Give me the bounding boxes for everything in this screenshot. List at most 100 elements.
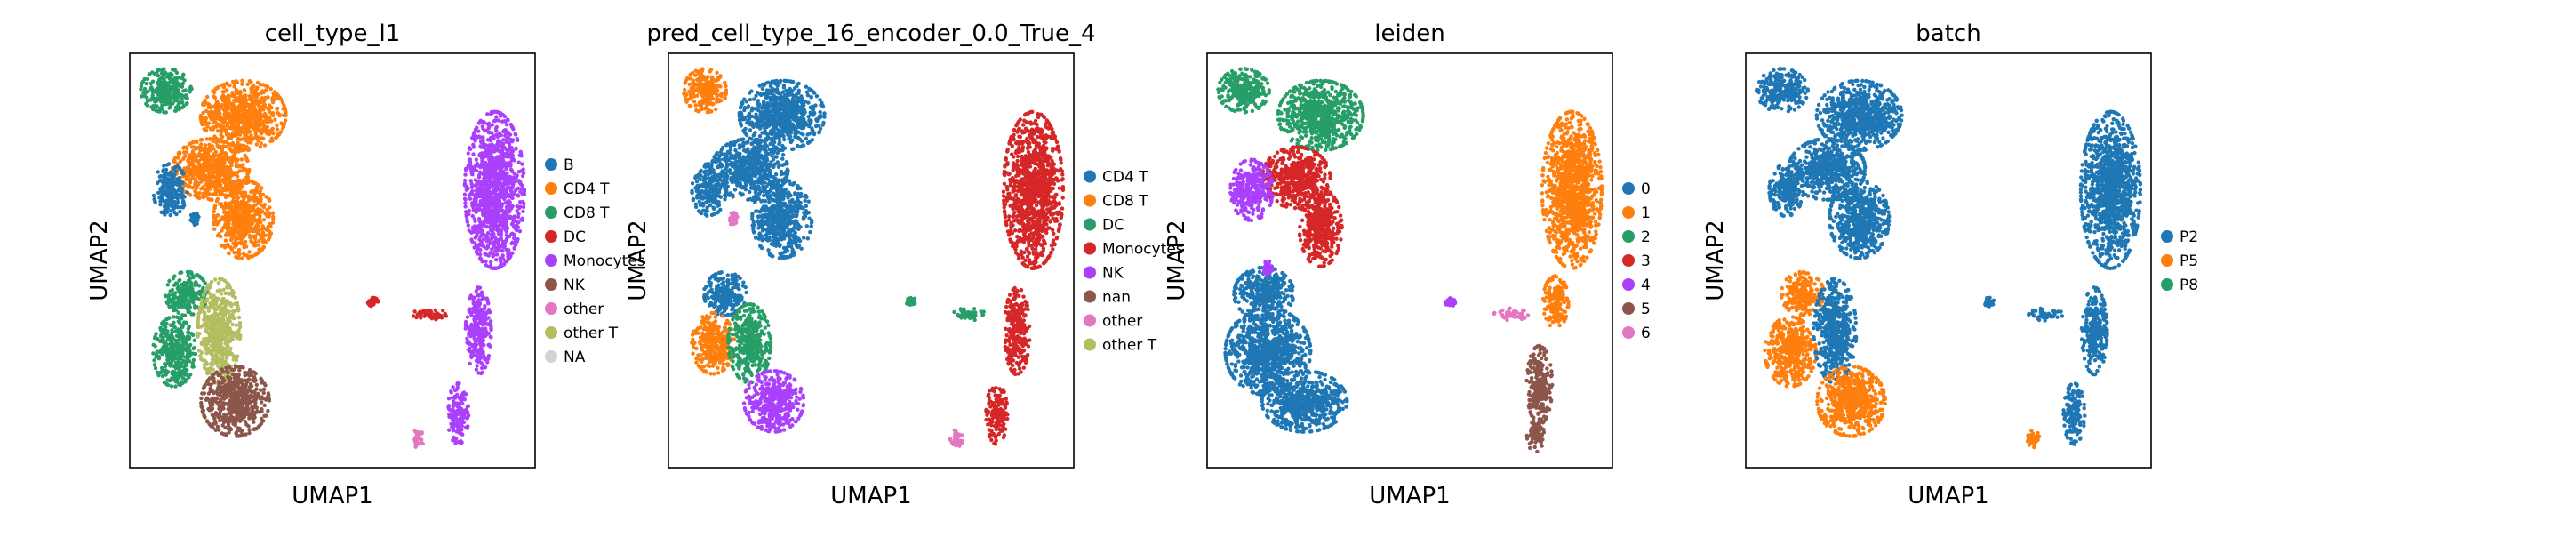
scatter-point xyxy=(204,360,209,365)
scatter-point xyxy=(164,90,168,94)
scatter-point xyxy=(168,99,172,104)
scatter-point xyxy=(173,384,178,389)
scatter-point xyxy=(220,94,225,99)
scatter-point xyxy=(234,223,238,228)
scatter-point xyxy=(239,191,244,196)
scatter-point xyxy=(252,217,256,222)
scatter-point xyxy=(244,380,250,384)
scatter-point xyxy=(492,232,496,236)
scatter-point xyxy=(219,292,224,296)
scatter-point xyxy=(253,132,258,136)
scatter-point xyxy=(139,84,144,89)
scatter-point xyxy=(500,249,505,253)
cluster-CD4 T xyxy=(198,78,288,153)
scatter-point xyxy=(222,305,227,309)
scatter-point xyxy=(248,393,253,397)
scatter-point xyxy=(163,204,167,208)
scatter-point xyxy=(206,338,211,342)
scatter-point xyxy=(256,243,261,247)
scatter-point xyxy=(241,168,245,172)
scatter-point xyxy=(232,98,236,103)
scatter-point xyxy=(169,384,174,389)
scatter-point xyxy=(227,193,231,197)
scatter-point xyxy=(187,184,192,188)
scatter-point xyxy=(509,241,514,246)
scatter-point xyxy=(180,96,184,101)
scatter-point xyxy=(176,327,180,332)
scatter-point xyxy=(218,319,222,325)
scatter-point xyxy=(178,209,182,214)
scatter-point xyxy=(199,119,204,124)
scatter-point xyxy=(252,427,257,432)
scatter-point xyxy=(173,156,178,160)
scatter-point xyxy=(220,102,224,108)
scatter-point xyxy=(227,387,231,391)
scatter-point xyxy=(223,238,228,243)
scatter-point xyxy=(215,101,220,106)
scatter-point xyxy=(180,171,184,175)
scatter-point xyxy=(222,106,228,111)
scatter-point xyxy=(164,176,170,180)
scatter-point xyxy=(183,88,188,92)
scatter-point xyxy=(254,185,260,189)
scatter-point xyxy=(203,289,207,294)
scatter-point xyxy=(487,184,492,188)
scatter-point xyxy=(240,111,244,116)
scatter-point xyxy=(277,113,282,118)
scatter-point xyxy=(223,120,228,124)
scatter-point xyxy=(154,88,158,92)
scatter-point xyxy=(240,130,245,134)
scatter-point xyxy=(220,165,225,170)
scatter-point xyxy=(171,377,175,381)
scatter-point xyxy=(212,94,216,99)
scatter-point xyxy=(140,94,144,99)
scatter-point xyxy=(516,193,520,197)
scatter-point xyxy=(190,159,195,164)
scatter-point xyxy=(222,144,227,148)
scatter-point xyxy=(245,172,250,177)
scatter-point xyxy=(210,360,214,365)
scatter-point xyxy=(261,218,267,222)
scatter-point xyxy=(162,208,167,212)
scatter-point xyxy=(233,227,237,231)
scatter-point xyxy=(204,137,209,141)
scatter-point xyxy=(158,178,164,183)
scatter-point xyxy=(261,387,267,392)
scatter-point xyxy=(258,188,262,194)
scatter-point xyxy=(178,354,182,359)
scatter-point xyxy=(144,101,148,107)
scatter-point xyxy=(236,178,241,183)
scatter-point xyxy=(201,110,205,116)
scatter-point xyxy=(233,150,237,156)
scatter-point xyxy=(152,363,157,367)
scatter-point xyxy=(219,132,223,138)
scatter-point xyxy=(254,135,259,140)
scatter-point xyxy=(188,86,192,91)
scatter-point xyxy=(259,220,263,225)
scatter-point xyxy=(229,396,234,400)
scatter-point xyxy=(236,107,240,111)
scatter-point xyxy=(255,207,260,212)
scatter-point xyxy=(224,233,228,237)
scatter-point xyxy=(272,90,277,94)
scatter-point xyxy=(256,139,260,143)
scatter-point xyxy=(153,366,158,371)
scatter-point xyxy=(496,118,500,123)
scatter-point xyxy=(240,78,244,84)
scatter-point xyxy=(209,315,213,319)
scatter-point xyxy=(284,113,288,118)
scatter-point xyxy=(216,129,220,133)
scatter-point xyxy=(223,151,228,156)
scatter-point xyxy=(175,95,180,100)
scatter-point xyxy=(173,169,178,173)
scatter-point xyxy=(205,124,210,129)
scatter-point xyxy=(281,107,285,111)
scatter-point xyxy=(232,172,237,177)
scatter-point xyxy=(254,387,259,391)
scatter-point xyxy=(257,238,261,244)
scatter-point xyxy=(236,196,241,200)
scatter-point xyxy=(172,364,178,369)
scatter-point xyxy=(239,429,244,433)
